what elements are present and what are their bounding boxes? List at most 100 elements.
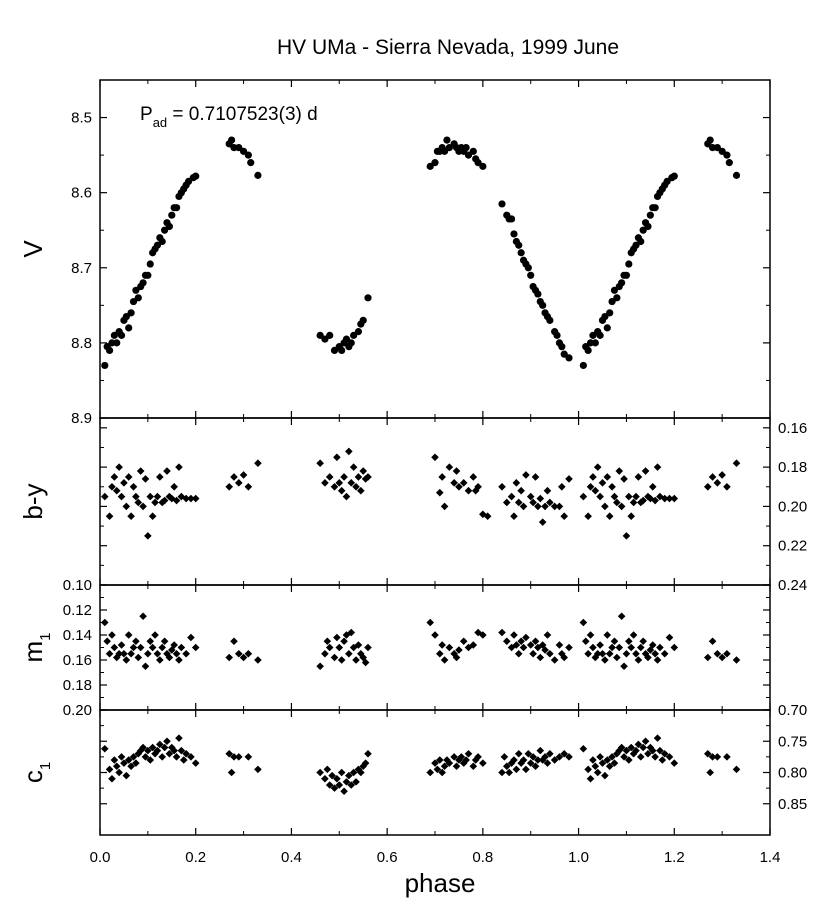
data-point xyxy=(479,631,487,639)
data-point xyxy=(526,492,535,501)
data-point xyxy=(474,482,482,491)
data-point xyxy=(100,618,109,627)
data-point xyxy=(177,643,186,652)
data-point xyxy=(141,662,150,671)
data-point xyxy=(622,746,631,755)
data-point xyxy=(445,643,454,652)
data-point xyxy=(560,512,569,521)
data-point xyxy=(536,653,545,662)
data-point xyxy=(457,753,466,761)
data-point xyxy=(505,768,513,777)
data-point xyxy=(225,482,234,491)
data-point xyxy=(146,492,155,501)
data-point xyxy=(660,749,669,758)
data-point xyxy=(593,463,602,471)
data-point xyxy=(524,749,533,758)
data-point xyxy=(316,768,324,777)
y-tick-label: 0.22 xyxy=(778,538,807,555)
data-point xyxy=(110,473,119,481)
data-point xyxy=(354,641,363,649)
data-point xyxy=(629,749,638,758)
data-point xyxy=(349,643,358,652)
y-axis-title: m1 xyxy=(18,632,54,662)
data-point xyxy=(653,656,662,664)
data-point xyxy=(514,498,523,507)
data-point xyxy=(357,486,365,495)
data-point xyxy=(182,749,190,758)
data-point xyxy=(440,502,449,511)
data-point xyxy=(100,492,109,501)
data-point xyxy=(359,316,367,324)
data-point xyxy=(333,633,341,642)
data-point xyxy=(558,649,566,658)
data-point xyxy=(225,653,234,662)
data-point xyxy=(608,753,616,761)
data-point xyxy=(553,331,561,339)
y-tick-label: 0.20 xyxy=(63,702,92,719)
data-point xyxy=(651,649,659,658)
y-tick-label: 0.16 xyxy=(63,652,92,669)
data-point xyxy=(254,459,262,467)
data-point xyxy=(177,746,186,755)
data-point xyxy=(584,346,592,354)
data-point xyxy=(462,144,470,152)
data-point xyxy=(127,762,135,771)
data-point xyxy=(713,649,722,658)
data-point xyxy=(435,649,444,658)
data-point xyxy=(613,498,621,507)
data-point xyxy=(634,656,643,664)
data-point xyxy=(591,339,599,347)
data-point xyxy=(479,759,487,767)
data-point xyxy=(522,633,530,642)
y-tick-label: 0.24 xyxy=(778,577,807,594)
data-point xyxy=(168,211,176,219)
data-point xyxy=(452,653,461,662)
data-point xyxy=(656,492,664,501)
data-point xyxy=(443,136,451,144)
data-point xyxy=(596,753,604,761)
data-point xyxy=(151,498,159,507)
data-point xyxy=(440,762,449,771)
y-tick-label: 8.9 xyxy=(71,410,92,427)
data-point xyxy=(531,637,540,646)
data-point xyxy=(455,482,463,491)
data-point xyxy=(622,532,631,540)
data-point xyxy=(469,641,478,649)
data-point xyxy=(333,453,341,462)
period-annotation: Pad = 0.7107523(3) d xyxy=(140,104,318,130)
data-point xyxy=(177,492,186,501)
data-point xyxy=(316,662,324,671)
data-point xyxy=(507,759,516,767)
data-point xyxy=(144,649,152,658)
data-point xyxy=(527,271,535,279)
data-point xyxy=(136,467,145,475)
data-point xyxy=(127,649,135,658)
data-point xyxy=(613,749,621,758)
data-point xyxy=(337,486,346,495)
data-point xyxy=(605,512,614,521)
data-point xyxy=(361,759,370,767)
data-point xyxy=(340,637,348,646)
data-point xyxy=(163,737,171,746)
data-point xyxy=(536,746,545,755)
data-point xyxy=(254,171,262,179)
data-point xyxy=(464,486,473,495)
data-point xyxy=(625,756,633,764)
data-point xyxy=(170,641,178,649)
data-point xyxy=(658,756,667,764)
data-point xyxy=(565,475,573,483)
panel-v: 8.5 8.6 8.7 8.8 8.9 V Pad = 0.7107523(3) d xyxy=(18,79,771,427)
data-point xyxy=(653,463,662,471)
data-point xyxy=(110,643,119,652)
data-point xyxy=(325,781,334,789)
data-point xyxy=(579,361,587,370)
data-point xyxy=(144,532,152,540)
data-point xyxy=(357,649,365,658)
data-point xyxy=(555,641,564,649)
y-tick-label: 8.6 xyxy=(71,185,92,202)
data-point xyxy=(558,482,566,491)
data-point xyxy=(524,264,532,272)
data-point xyxy=(354,765,363,774)
data-point xyxy=(519,756,528,764)
y-tick-label: 0.20 xyxy=(778,498,807,515)
